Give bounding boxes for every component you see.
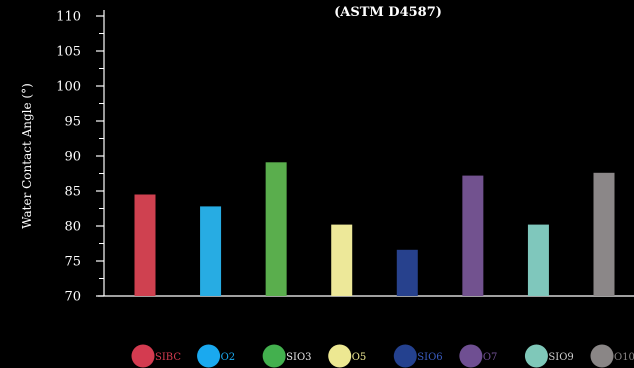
y-axis-ticks: 70 75 80 85 90 95 100 105 110 [56, 10, 104, 305]
legend-label: O2 [221, 352, 236, 363]
legend-label: SIBC [155, 352, 181, 363]
legend-swatch [393, 344, 417, 368]
y-tick-label: 80 [64, 220, 81, 235]
bar-sio2 [200, 206, 222, 296]
legend-label: SIO9 [548, 352, 573, 363]
y-tick-label: 110 [56, 10, 81, 25]
legend-swatch [131, 344, 155, 368]
y-tick-label: 95 [64, 115, 81, 130]
legend-label: O7 [483, 352, 498, 363]
y-tick-label: 105 [56, 45, 81, 60]
legend-label: SIO3 [286, 352, 311, 363]
bar-sio6 [396, 249, 418, 296]
bar-sio7 [462, 175, 484, 296]
y-tick-label: 70 [64, 290, 81, 305]
legend-swatch [524, 344, 548, 368]
y-tick-label: 75 [64, 255, 81, 270]
legend-swatch [328, 344, 352, 368]
legend-label: O5 [352, 352, 367, 363]
bar-sibc [134, 194, 156, 296]
bar-sio10 [593, 172, 615, 296]
legend-swatch [262, 344, 286, 368]
legend-swatch [197, 344, 221, 368]
legend-label: SIO6 [417, 352, 442, 363]
y-tick-label: 85 [64, 185, 81, 200]
bar-sio9 [527, 224, 549, 296]
y-tick-label: 90 [64, 150, 81, 165]
bar-sio5 [331, 224, 353, 296]
legend-swatch [590, 344, 614, 368]
y-axis-label: Water Contact Angle (°) [20, 83, 34, 229]
bar-sio3 [265, 162, 287, 296]
y-tick-label: 100 [56, 80, 81, 95]
legend-label: O10 [614, 352, 634, 363]
bars [134, 162, 615, 296]
legend-swatch [459, 344, 483, 368]
legend: SIBC O2 SIO3 O5 SIO6 O7 SIO9 O10 [131, 344, 634, 368]
chart-title: (ASTM D4587) [334, 5, 442, 20]
